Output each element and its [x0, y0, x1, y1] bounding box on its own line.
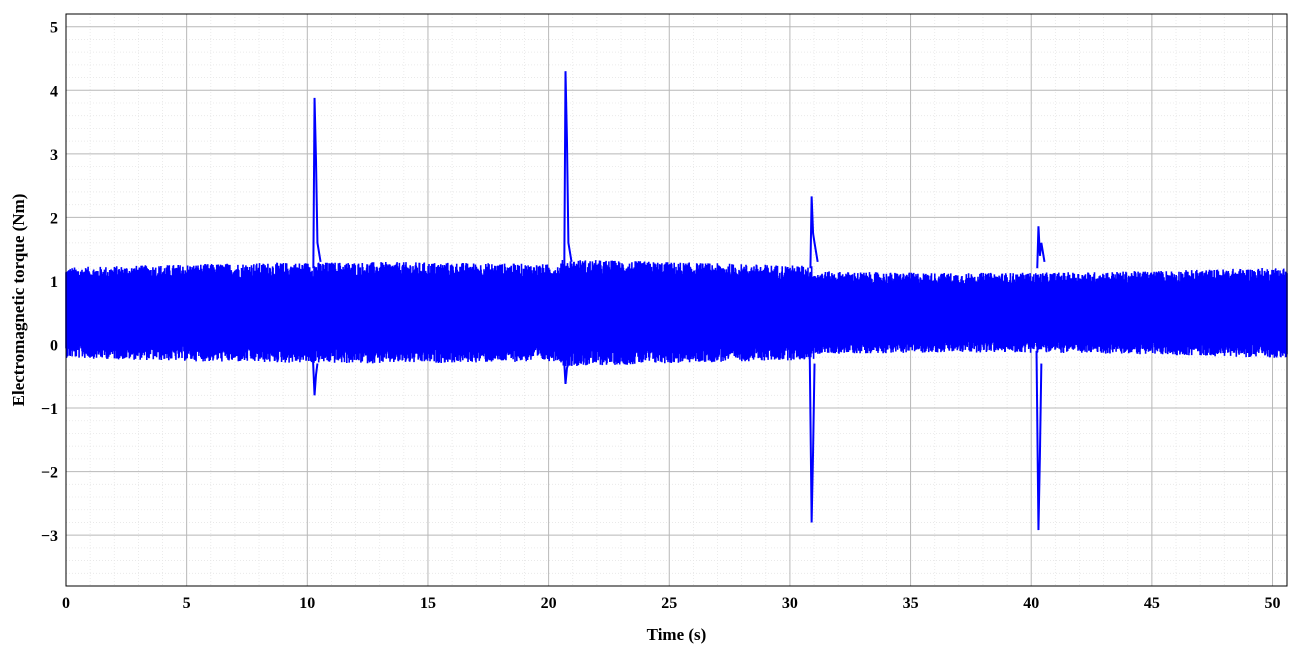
x-tick-label: 50: [1265, 595, 1281, 612]
x-tick-label: 40: [1023, 595, 1039, 612]
x-tick-label: 15: [420, 595, 436, 612]
x-axis-label: Time (s): [647, 625, 707, 644]
y-tick-label: −3: [41, 528, 58, 545]
y-tick-label: 0: [50, 337, 58, 354]
plot-frame: [65, 13, 1288, 587]
torque-band-core: [66, 283, 1287, 343]
torque-spike-trough: [311, 350, 319, 396]
torque-spike-trough: [562, 350, 570, 384]
y-tick-label: −1: [41, 401, 58, 418]
x-tick-label: 20: [541, 595, 557, 612]
x-tick-label: 35: [903, 595, 919, 612]
torque-spike-peak: [312, 97, 322, 269]
y-tick-labels: 5 4 3 2 1 0 −1 −2 −3: [41, 20, 58, 545]
x-tick-label: 25: [661, 595, 677, 612]
torque-spike-peak: [809, 196, 819, 269]
x-tick-label: 0: [62, 595, 70, 612]
torque-spike-trough: [808, 350, 816, 523]
torque-spike-peak: [563, 71, 573, 269]
x-tick-label: 30: [782, 595, 798, 612]
y-axis-label: Electromagnetic torque (Nm): [9, 194, 28, 407]
torque-series: [65, 71, 1288, 531]
y-tick-label: −2: [41, 465, 58, 482]
torque-spike-peak: [1036, 226, 1046, 269]
torque-spike-trough: [1035, 350, 1043, 531]
y-tick-label: 5: [50, 20, 58, 37]
x-tick-label: 5: [183, 595, 191, 612]
y-tick-label: 4: [50, 83, 58, 100]
x-tick-label: 10: [299, 595, 315, 612]
y-tick-label: 1: [50, 274, 58, 291]
y-tick-label: 2: [50, 210, 58, 227]
x-tick-labels: 0 5 10 15 20 25 30 35 40 45 50: [62, 595, 1281, 612]
x-tick-label: 45: [1144, 595, 1160, 612]
y-tick-label: 3: [50, 147, 58, 164]
